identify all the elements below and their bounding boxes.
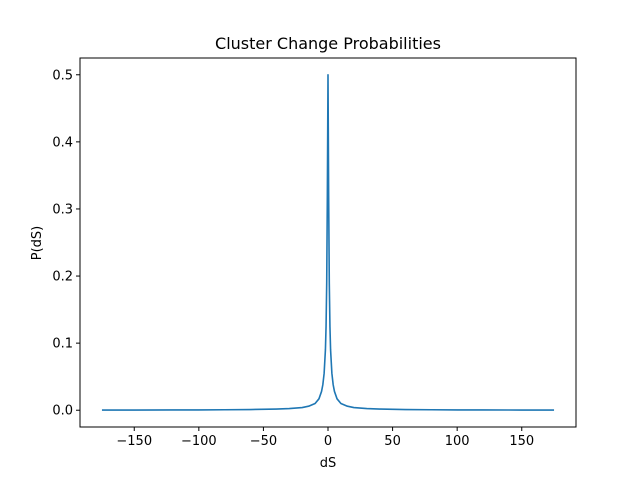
y-tick-label: 0.4	[52, 135, 73, 150]
x-tick-label: −150	[116, 434, 152, 449]
x-tick-label: −50	[250, 434, 277, 449]
series-line-0	[101, 73, 555, 411]
y-tick-label: 0.2	[52, 270, 73, 285]
x-axis-label: dS	[320, 456, 337, 471]
y-tick-label: 0.5	[52, 68, 73, 83]
x-tick-label: 0	[324, 434, 332, 449]
plot-area	[101, 73, 555, 411]
y-axis: 0.0 0.1 0.2 0.3 0.4 0.5	[52, 68, 80, 419]
x-tick-label: 50	[384, 434, 401, 449]
y-tick-label: 0.1	[52, 337, 73, 352]
x-tick-label: 150	[509, 434, 534, 449]
y-tick-label: 0.3	[52, 202, 73, 217]
y-axis-label: P(dS)	[30, 226, 45, 261]
x-tick-label: 100	[445, 434, 470, 449]
x-tick-label: −100	[181, 434, 217, 449]
chart-title: Cluster Change Probabilities	[215, 34, 441, 53]
x-axis: −150 −100 −50 0 50 100 150	[116, 427, 534, 449]
y-tick-label: 0.0	[52, 404, 73, 419]
